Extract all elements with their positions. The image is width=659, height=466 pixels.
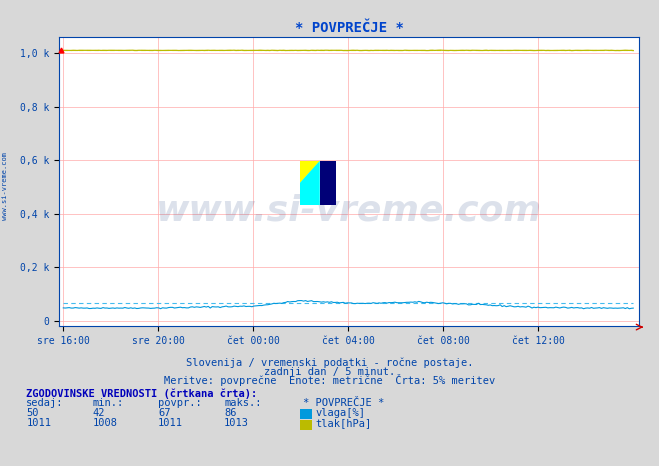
Text: www.si-vreme.com: www.si-vreme.com — [2, 152, 9, 220]
Text: Slovenija / vremenski podatki - ročne postaje.: Slovenija / vremenski podatki - ročne po… — [186, 357, 473, 368]
Text: min.:: min.: — [92, 398, 123, 408]
Text: 50: 50 — [26, 408, 39, 418]
Text: 42: 42 — [92, 408, 105, 418]
Text: 1008: 1008 — [92, 418, 117, 428]
Text: ZGODOVINSKE VREDNOSTI (črtkana črta):: ZGODOVINSKE VREDNOSTI (črtkana črta): — [26, 389, 258, 399]
Text: vlaga[%]: vlaga[%] — [315, 408, 365, 418]
Text: * POVPREČJE *: * POVPREČJE * — [303, 398, 384, 408]
Text: sedaj:: sedaj: — [26, 398, 64, 408]
Text: 86: 86 — [224, 408, 237, 418]
Text: 1011: 1011 — [26, 418, 51, 428]
Text: Meritve: povprečne  Enote: metrične  Črta: 5% meritev: Meritve: povprečne Enote: metrične Črta:… — [164, 375, 495, 386]
Text: 1011: 1011 — [158, 418, 183, 428]
Text: zadnji dan / 5 minut.: zadnji dan / 5 minut. — [264, 367, 395, 377]
Text: 67: 67 — [158, 408, 171, 418]
Polygon shape — [320, 161, 336, 205]
Text: 1013: 1013 — [224, 418, 249, 428]
Polygon shape — [300, 161, 320, 183]
Text: www.si-vreme.com: www.si-vreme.com — [156, 194, 542, 227]
Title: * POVPREČJE *: * POVPREČJE * — [295, 21, 404, 35]
Text: povpr.:: povpr.: — [158, 398, 202, 408]
Polygon shape — [300, 161, 320, 205]
Text: tlak[hPa]: tlak[hPa] — [315, 418, 371, 428]
Text: maks.:: maks.: — [224, 398, 262, 408]
